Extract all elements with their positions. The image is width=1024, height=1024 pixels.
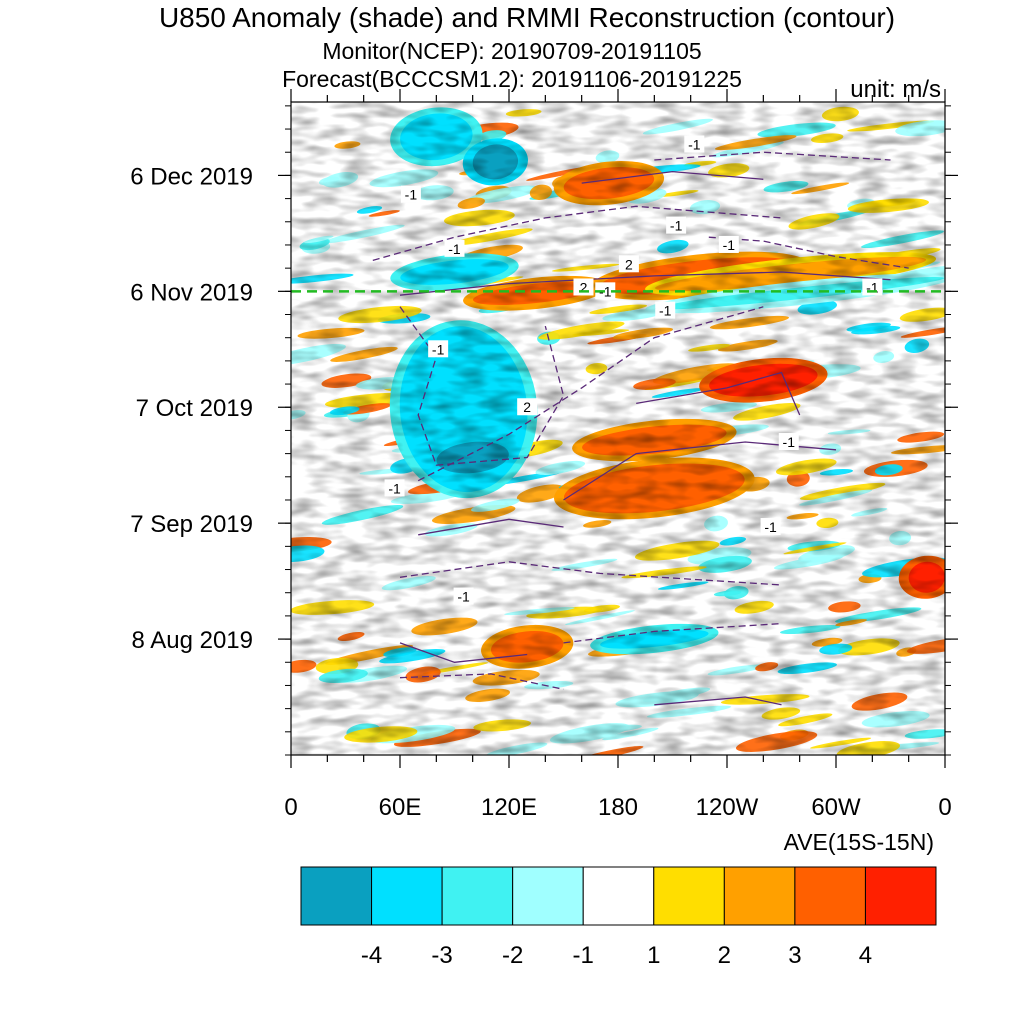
contour-positive [399,642,528,663]
contour-label: -1 [659,303,672,319]
colorbar-label: -2 [502,942,523,969]
colorbar-label: 1 [647,942,660,969]
colorbar-label: -1 [573,942,594,969]
contour-label: -1 [688,137,701,153]
colorbar-label: 3 [788,942,801,969]
chart-title: U850 Anomaly (shade) and RMMI Reconstruc… [158,2,896,33]
colorbar-swatch [723,866,796,926]
contour-label: -1 [457,589,470,605]
x-axis: 0 60E 120E 180 120W 60W 0 [284,89,952,821]
contour-label-box [384,479,405,497]
contour-positive [418,518,564,536]
contour-label: -1 [783,434,796,450]
anomaly-shading [291,102,945,755]
colorbar-swatch [300,866,373,926]
contour-negative [399,673,564,690]
contour-label-box [684,135,705,153]
monitor-subtitle: Monitor(NCEP): 20190709-20191105 [322,38,702,64]
contour-label: -1 [670,218,683,234]
contour-label: -1 [448,241,461,257]
contour-negative [372,205,782,262]
y-tick-label: 6 Dec 2019 [130,163,253,190]
contour-label: -1 [764,519,777,535]
y-tick-label: 7 Oct 2019 [136,395,253,422]
y-tick-label: 6 Nov 2019 [130,279,253,306]
forecast-subtitle: Forecast(BCCCSM1.2): 20191106-20191225 [282,66,742,92]
x-tick-label: 0 [938,794,951,821]
contour-positive [636,371,801,416]
contour-label: 2 [625,256,633,272]
contour-label: -1 [388,480,401,496]
contour-negative [399,561,782,586]
x-tick-label: 0 [284,794,297,821]
contour-label-box [400,185,421,203]
unit-label: unit: m/s [850,76,941,103]
contour-label-box [778,433,799,451]
colorbar-swatch [371,866,443,926]
contour-negative [563,622,782,644]
x-tick-label: 180 [598,794,638,821]
colorbar-swatch [512,866,584,926]
x-tick-label: 120W [696,794,759,821]
colorbar-swatch [582,866,655,926]
contour-label: -1 [866,279,879,295]
y-axis: 8 Aug 2019 7 Sep 2019 7 Oct 2019 6 Nov 2019… [130,105,958,756]
x-tick-label: 60E [379,794,422,821]
contour-positive [581,170,764,184]
colorbar-swatch [864,866,937,926]
colorbar-swatch [794,866,866,926]
contour-label-box [618,255,639,273]
shade-texture [291,102,945,755]
contour-label: -1 [432,341,445,357]
contour-positive [399,271,891,296]
contour-label: -1 [723,237,736,253]
contour-label-box [718,235,739,253]
colorbar: -4 -3 -2 -1 1 2 3 4 [300,866,937,969]
x-tick-label: 120E [481,794,537,821]
contour-negative [654,151,891,161]
contour-label: 2 [523,399,531,415]
colorbar-label: -3 [431,942,452,969]
contour-label-box [453,587,474,605]
colorbar-label: -4 [361,942,382,969]
contour-label: 2 [580,279,588,295]
contour-label-box [666,216,687,234]
contour-negative [417,306,764,482]
contour-label-box [428,340,449,358]
contour-lines: -1 -1 -1 -1 -1 2 2 -1 -1 -1 -1 2 -1 -1 -1 -1 [372,135,909,706]
contour-positive [654,696,782,706]
average-band-label: AVE(15S-15N) [783,829,934,855]
colorbar-label: 2 [718,942,731,969]
colorbar-swatch [653,866,725,926]
y-tick-label: 7 Sep 2019 [130,511,253,538]
colorbar-swatch [441,866,514,926]
contour-label-box [655,301,676,319]
contour-label: -1 [405,187,418,203]
colorbar-label: 4 [859,942,872,969]
y-tick-label: 8 Aug 2019 [132,627,253,654]
contour-label-box [760,518,781,536]
contour-label: -1 [599,283,612,299]
contour-label-box [444,239,465,257]
contour-label-box [595,282,616,300]
contour-label-box [517,398,538,416]
x-tick-label: 60W [811,794,861,821]
